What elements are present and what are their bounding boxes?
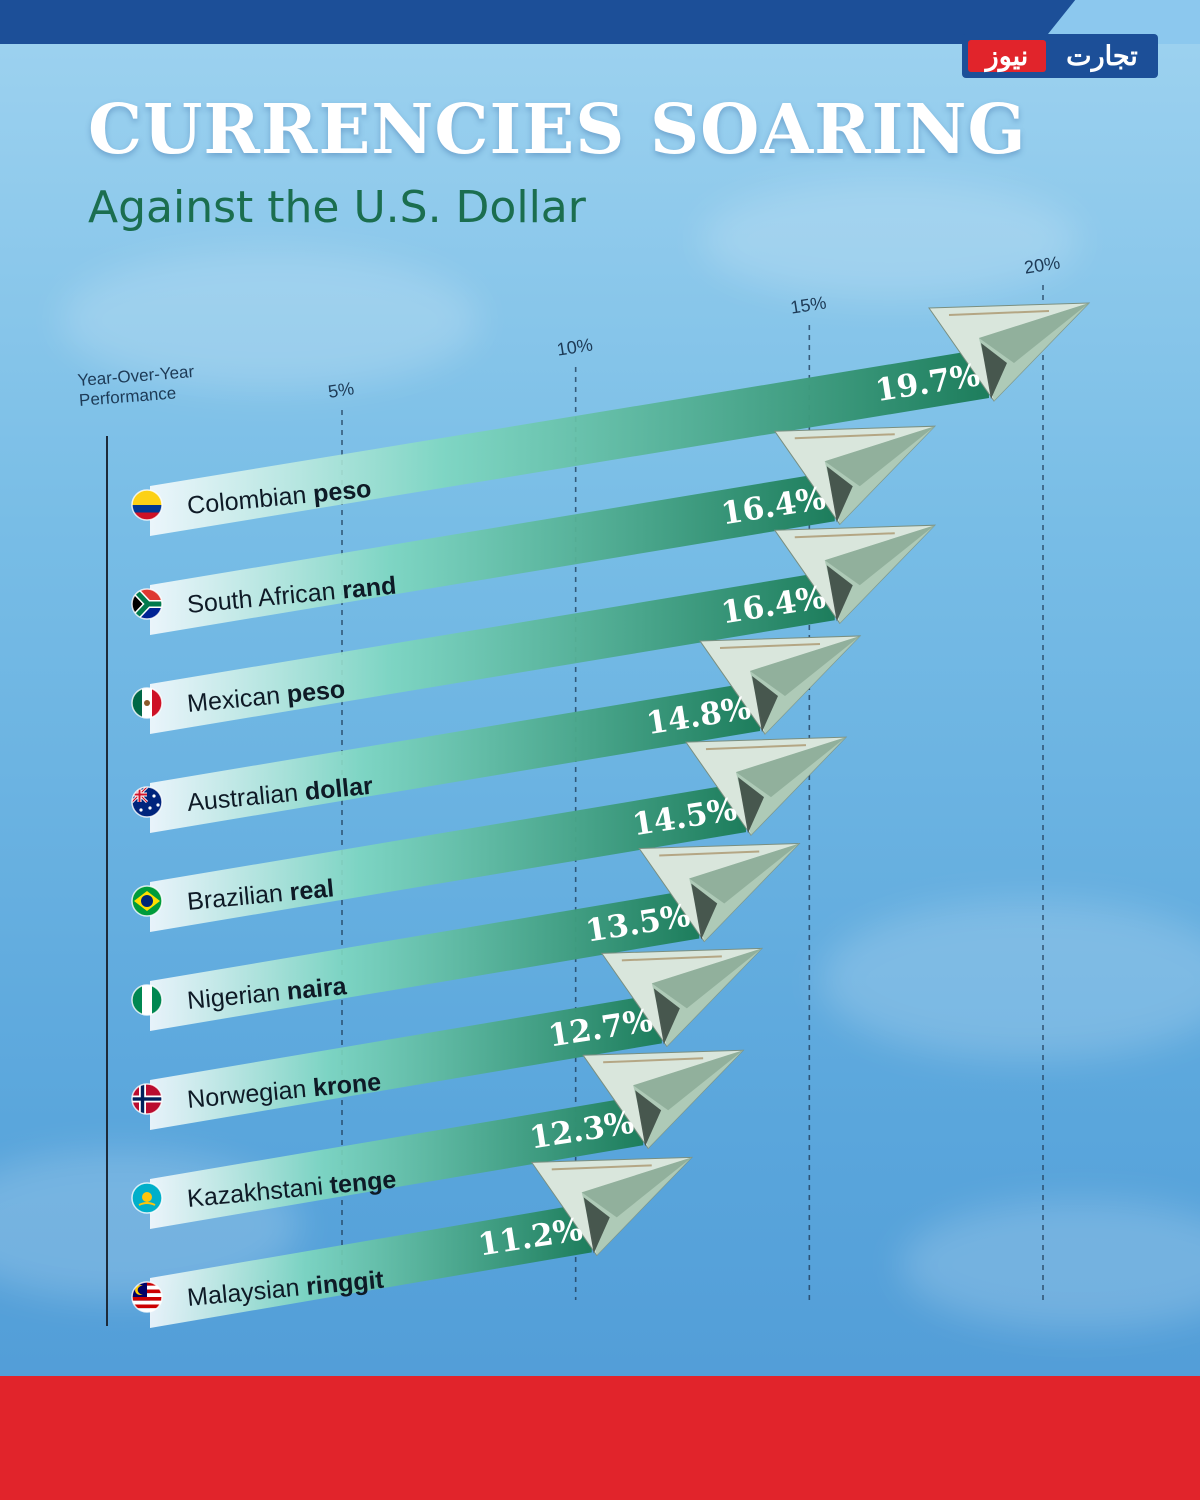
bar xyxy=(150,1202,592,1328)
tick-label-20: 20% xyxy=(1023,252,1062,277)
logo-text-news: نیوز xyxy=(985,41,1029,71)
tick-label-10: 10% xyxy=(555,334,594,359)
page-subtitle: Against the U.S. Dollar xyxy=(88,182,586,233)
colombia-flag-icon xyxy=(131,489,163,521)
page-title: CURRENCIES SOARING xyxy=(88,90,1027,170)
paper-plane-icon xyxy=(773,524,936,624)
bar xyxy=(150,782,746,932)
brazil-flag-icon xyxy=(131,885,163,917)
bar xyxy=(150,888,700,1031)
logo-text-trade: تجارت xyxy=(1066,41,1138,71)
bar xyxy=(150,348,989,536)
bar xyxy=(150,680,760,833)
bar xyxy=(150,471,835,635)
kazakhstan-flag-icon xyxy=(131,1182,163,1214)
paper-plane-icon xyxy=(638,842,801,943)
bar xyxy=(150,1095,644,1229)
paper-plane-icon xyxy=(530,1156,693,1257)
mexico-flag-icon xyxy=(131,687,163,719)
paper-plane-icon xyxy=(582,1049,745,1150)
paper-plane-icon xyxy=(699,635,862,735)
axis-title: Year-Over-YearPerformance xyxy=(77,362,197,410)
bottom-banner xyxy=(0,1376,1200,1500)
tick-label-15: 15% xyxy=(789,292,828,317)
paper-plane-icon xyxy=(600,947,764,1048)
logo-red-badge xyxy=(968,40,1046,72)
tick-label-5: 5% xyxy=(327,378,356,402)
brand-logo: نیوز تجارت xyxy=(962,34,1158,78)
australia-flag-icon xyxy=(131,786,163,818)
malaysia-flag-icon xyxy=(131,1281,163,1313)
bar xyxy=(150,993,662,1130)
paper-plane-icon xyxy=(685,736,848,836)
paper-plane-icon xyxy=(773,425,936,525)
norway-flag-icon xyxy=(131,1083,163,1115)
nigeria-flag-icon xyxy=(131,984,163,1016)
bar xyxy=(150,570,835,734)
paper-plane-icon xyxy=(928,302,1091,402)
